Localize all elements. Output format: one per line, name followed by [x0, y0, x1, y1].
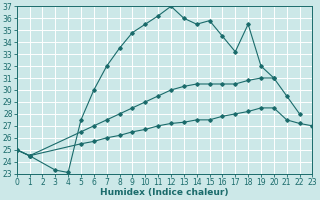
X-axis label: Humidex (Indice chaleur): Humidex (Indice chaleur)	[100, 188, 229, 197]
